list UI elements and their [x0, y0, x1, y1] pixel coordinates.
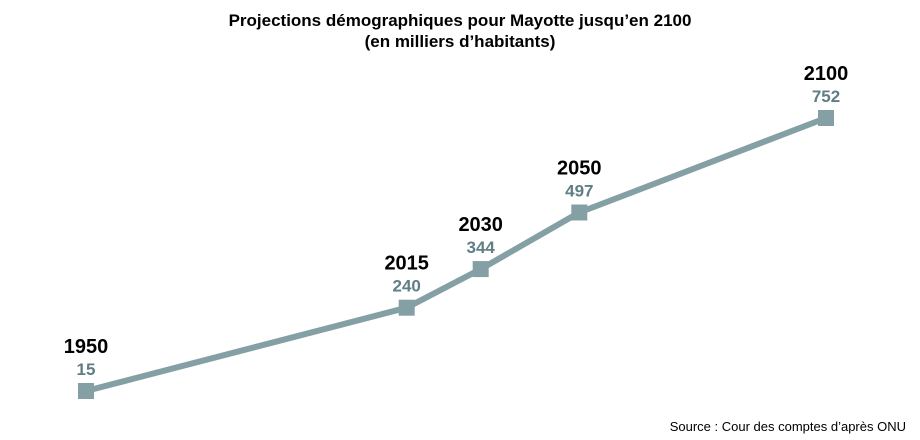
data-point-marker — [571, 204, 588, 221]
value-label: 240 — [393, 277, 421, 296]
value-label: 752 — [812, 87, 840, 106]
value-label: 15 — [77, 360, 96, 379]
data-labels: 1950 15 2015 240 2030 344 2050 497 2100 752 — [64, 63, 849, 379]
year-label: 1950 — [64, 336, 109, 358]
value-label: 497 — [565, 182, 593, 201]
chart-title: Projections démographiques pour Mayotte … — [228, 11, 692, 30]
year-label: 2050 — [557, 158, 602, 180]
year-label: 2030 — [458, 214, 503, 236]
data-point-marker — [472, 261, 489, 278]
year-label: 2015 — [384, 253, 429, 275]
data-markers — [78, 110, 834, 399]
year-label: 2100 — [804, 63, 849, 85]
data-point-marker — [398, 299, 415, 316]
data-point-marker — [818, 110, 834, 126]
series-line — [85, 115, 828, 394]
source-note: Source : Cour des comptes d’après ONU — [669, 419, 906, 434]
value-label: 344 — [467, 238, 496, 257]
data-point-marker — [78, 383, 94, 399]
chart-title-block: Projections démographiques pour Mayotte … — [0, 10, 920, 52]
chart-subtitle: (en milliers d’habitants) — [364, 32, 556, 51]
